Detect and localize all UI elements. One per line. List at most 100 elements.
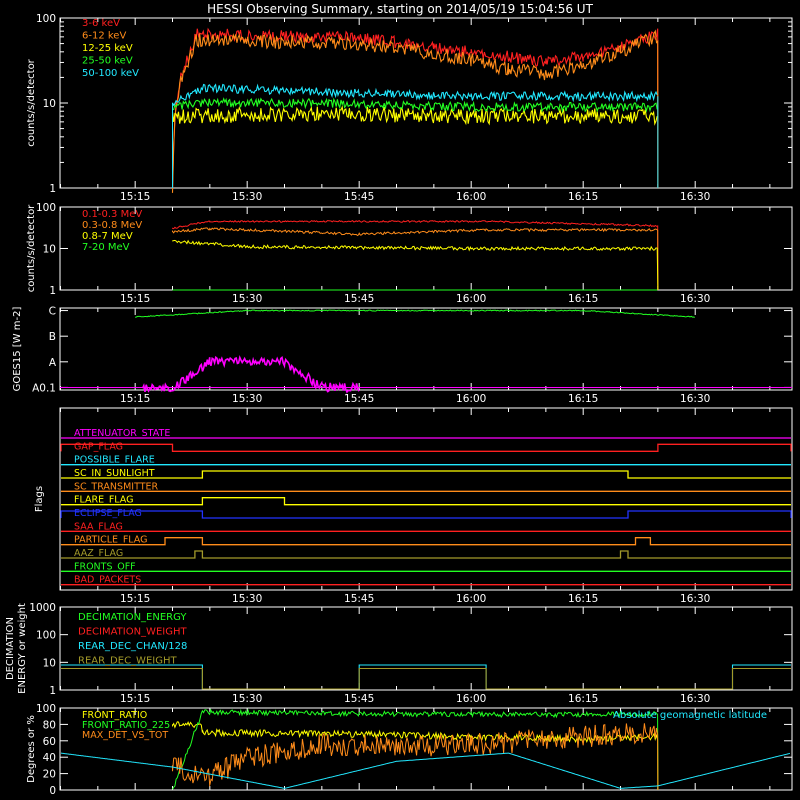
x-tick-label: 15:30 — [232, 693, 262, 705]
y-tick-label: 60 — [43, 736, 56, 748]
x-tick-label: 15:45 — [344, 191, 374, 203]
y-tick-label: 100 — [36, 630, 56, 642]
panel-ratios-frame — [59, 707, 793, 791]
y-tick-label: 20 — [43, 769, 56, 781]
legend-entry: MAX_DET_VS_TOT — [82, 730, 168, 741]
x-tick-label: 16:30 — [680, 693, 710, 705]
series-rear-dec-weight — [61, 667, 791, 690]
y-tick-label: B — [49, 331, 56, 343]
series-0-1-0-3-mev — [172, 219, 659, 291]
flag-label-bad-packets: BAD_PACKETS — [74, 575, 141, 586]
flag-label-possible-flare: POSSIBLE_FLARE — [74, 455, 155, 466]
y-tick-label: 10 — [43, 657, 56, 669]
y-axis-label-line2: ENERGY or weight — [17, 603, 28, 694]
x-tick-label: 16:30 — [680, 191, 710, 203]
flag-line-aaz-flag — [61, 550, 791, 559]
legend-entry: 6-12 keV — [82, 31, 126, 42]
y-tick-label: 100 — [36, 202, 56, 214]
x-tick-label: 15:15 — [120, 293, 150, 305]
legend-entry: FRONT_RATIO — [82, 710, 147, 721]
series-geomagnetic-latitude — [60, 752, 791, 789]
legend-entry: DECIMATION_ENERGY — [78, 612, 187, 623]
x-tick-label: 15:30 — [232, 393, 262, 405]
series-front-ratio — [172, 721, 659, 791]
y-tick-label: 100 — [36, 703, 56, 715]
flag-line-gap-flag — [60, 443, 792, 452]
y-axis-label: counts/s/detector — [26, 204, 37, 292]
x-tick-label: 16:30 — [680, 393, 710, 405]
x-tick-label: 15:15 — [120, 693, 150, 705]
flag-label-fronts-off: FRONTS_OFF — [74, 561, 136, 572]
x-tick-label: 16:15 — [568, 693, 598, 705]
series-goes-high — [135, 309, 695, 318]
panel-decimation-frame — [59, 606, 793, 691]
x-tick-label: 16:15 — [568, 293, 598, 305]
y-tick-label: 100 — [36, 13, 56, 25]
series-12-25-kev — [171, 104, 658, 126]
x-tick-label: 15:30 — [232, 293, 262, 305]
flag-label-gap-flag: GAP_FLAG — [74, 441, 123, 452]
flag-line-particle-flag — [61, 537, 791, 546]
x-tick-label: 16:00 — [456, 693, 486, 705]
legend-entry: 3-6 keV — [82, 18, 120, 29]
x-tick-label: 16:15 — [568, 593, 598, 605]
x-tick-label: 16:15 — [568, 191, 598, 203]
y-axis-label: GOES15 [W m-2] — [12, 307, 23, 392]
legend-entry: REAR_DEC_WEIGHT — [78, 656, 177, 667]
legend-entry: 25-50 keV — [82, 56, 133, 67]
y-tick-label: A — [49, 357, 57, 369]
x-tick-label: 15:30 — [232, 191, 262, 203]
legend-entry: Absolute geomagnetic latitude — [613, 710, 767, 721]
series-max-det-vs-tot — [172, 723, 659, 791]
plot-title: HESSI Observing Summary, starting on 201… — [207, 2, 593, 16]
x-tick-label: 16:30 — [680, 293, 710, 305]
series-front-ratio-225 — [172, 708, 659, 791]
y-axis-label-line1: DECIMATION — [5, 617, 16, 680]
flag-label-flare-flag: FLARE_FLAG — [74, 495, 134, 506]
flag-line-eclipse-flag — [60, 510, 792, 519]
flag-label-eclipse-flag: ECLIPSE_FLAG — [74, 508, 142, 519]
y-tick-label: A0.1 — [32, 382, 56, 394]
series-6-12-kev — [171, 29, 659, 193]
x-tick-label: 15:15 — [120, 393, 150, 405]
legend-entry: 0.3-0.8 MeV — [82, 220, 142, 231]
x-tick-label: 16:00 — [456, 191, 486, 203]
x-tick-label: 15:30 — [232, 593, 262, 605]
legend-entry: 0.1-0.3 MeV — [82, 209, 142, 220]
series-0-3-0-8-mev — [172, 227, 659, 291]
series-25-50-kev — [172, 97, 658, 114]
y-tick-label: 1 — [49, 285, 56, 297]
y-axis-label: counts/s/detector — [26, 58, 37, 146]
x-tick-label: 16:00 — [456, 393, 486, 405]
y-tick-label: 0 — [49, 785, 56, 797]
x-tick-label: 16:00 — [456, 293, 486, 305]
series-goes-low — [141, 355, 360, 394]
y-tick-label: 40 — [43, 752, 56, 764]
panel-goes-frame — [59, 307, 793, 391]
flag-label-particle-flag: PARTICLE_FLAG — [74, 535, 147, 546]
panel-high-energy-frame — [59, 206, 793, 291]
x-tick-label: 15:45 — [344, 693, 374, 705]
x-tick-label: 16:00 — [456, 593, 486, 605]
y-tick-label: 1 — [49, 183, 56, 195]
legend-entry: 0.8-7 MeV — [82, 231, 133, 242]
flag-line-sc-in-sunlight — [61, 470, 791, 479]
legend-entry: DECIMATION_WEIGHT — [78, 627, 187, 638]
legend-entry: FRONT_RATIO_225 — [82, 720, 170, 731]
y-tick-label: 10 — [43, 98, 56, 110]
flag-line-flare-flag — [61, 497, 791, 506]
x-tick-label: 16:30 — [680, 593, 710, 605]
flag-label-sc-transmitter: SC_TRANSMITTER — [74, 481, 159, 492]
series-0-8-7-mev — [172, 239, 659, 291]
series-50-100-kev — [172, 83, 658, 107]
y-axis-label: Degrees or % — [26, 715, 37, 783]
legend-entry: REAR_DEC_CHAN/128 — [78, 641, 187, 652]
flag-label-saa-flag: SAA_FLAG — [74, 521, 123, 532]
flag-label-aaz-flag: AAZ_FLAG — [74, 548, 123, 559]
legend-entry: 50-100 keV — [82, 68, 139, 79]
panel-flags-frame — [59, 407, 793, 591]
x-tick-label: 15:45 — [344, 393, 374, 405]
legend-entry: 12-25 keV — [82, 43, 133, 54]
x-tick-label: 15:15 — [120, 593, 150, 605]
